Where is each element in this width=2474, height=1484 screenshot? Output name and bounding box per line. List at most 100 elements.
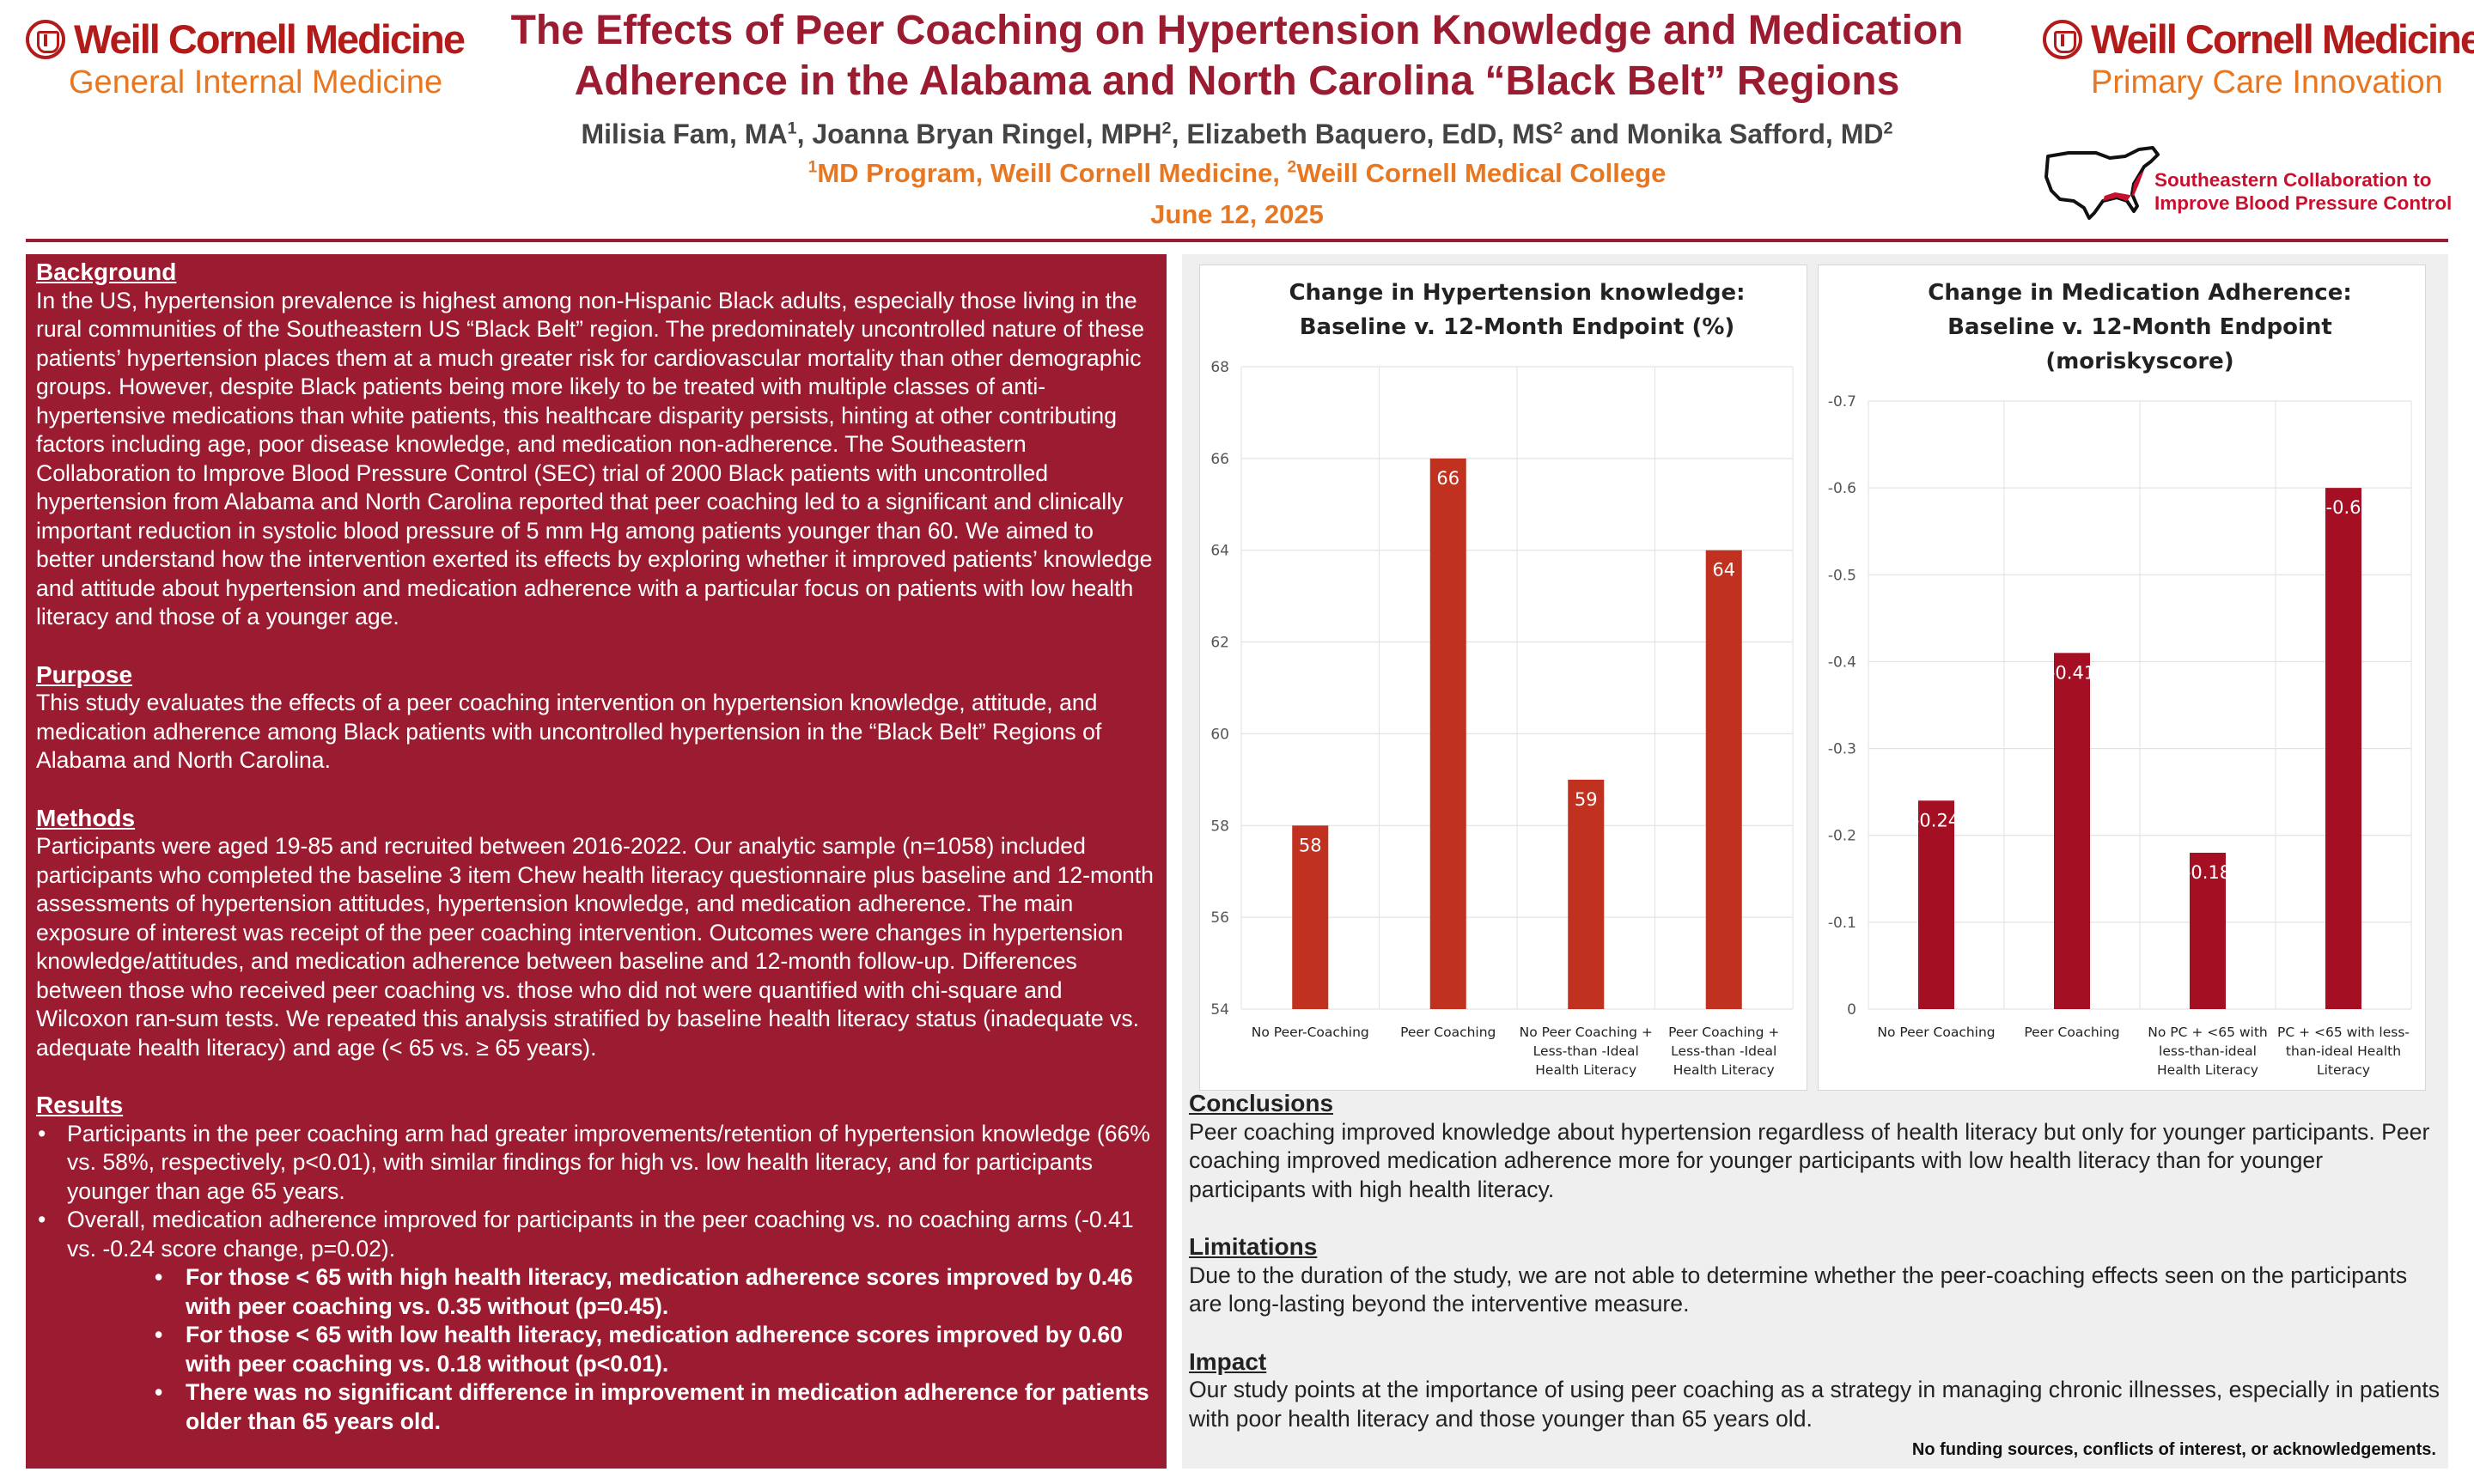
author-name: Milisia Fam, MA (581, 119, 788, 149)
results-heading: Results (36, 1092, 124, 1118)
y-tick-label: 64 (1210, 543, 1229, 560)
x-category-label: No Peer Coaching + (1520, 1025, 1653, 1040)
results-sublist: For those < 65 with high health literacy… (36, 1263, 1158, 1436)
knowledge-chart-svg: Change in Hypertension knowledge: Baselin… (1210, 280, 1794, 1078)
x-category-label: Peer Coaching (2024, 1025, 2119, 1040)
y-tick-label: -0.2 (1828, 828, 1856, 845)
bar (2190, 852, 2226, 1009)
y-tick-label: 54 (1210, 1001, 1229, 1019)
x-category-label: less-than-ideal (2159, 1043, 2257, 1059)
results-list: Participants in the peer coaching arm ha… (36, 1120, 1158, 1264)
y-tick-label: -0.6 (1828, 480, 1856, 497)
poster-title: The Effects of Peer Coaching on Hyperten… (481, 5, 1993, 106)
bar-data-label: 66 (1436, 468, 1459, 489)
bar-data-label: -0.18 (2185, 862, 2231, 883)
y-tick-label: -0.1 (1828, 915, 1856, 932)
methods-heading: Methods (36, 804, 136, 831)
x-category-label: Less-than -Ideal (1671, 1043, 1776, 1059)
bar (1292, 825, 1329, 1009)
bar-data-label: 59 (1575, 789, 1598, 810)
sec-logo: Southeastern Collaboration to Improve Bl… (2043, 144, 2464, 230)
x-category-label: No PC + <65 with (2148, 1025, 2268, 1040)
author-sup: 2 (1553, 119, 1563, 138)
y-tick-label: -0.3 (1828, 741, 1856, 758)
affiliations: 1MD Program, Weill Cornell Medicine, 2We… (481, 158, 1993, 189)
affil-text: Weill Cornell Medical College (1296, 158, 1667, 188)
bar-data-label: -0.24 (1913, 810, 1959, 830)
affil-text: MD Program, Weill Cornell Medicine, (817, 158, 1288, 188)
y-tick-label: -0.7 (1828, 393, 1856, 411)
cornell-seal-icon (26, 19, 65, 59)
y-tick-label: 0 (1847, 1001, 1856, 1019)
results-sub-bullet: There was no significant difference in i… (155, 1378, 1158, 1436)
cornell-seal-icon (2043, 19, 2082, 59)
x-category-label: No Peer-Coaching (1252, 1025, 1369, 1040)
author-sup: 2 (1883, 119, 1893, 138)
adherence-chart-svg: Change in Medication Adherence: Baseline … (1828, 280, 2412, 1078)
results-bullet: Participants in the peer coaching arm ha… (36, 1120, 1158, 1207)
x-category-label: Health Literacy (2157, 1062, 2258, 1078)
footnote: No funding sources, conflicts of interes… (1911, 1440, 2436, 1459)
x-category-label: PC + <65 with less- (2277, 1025, 2410, 1040)
author-sup: 1 (787, 119, 797, 138)
bar-data-label: -0.6 (2326, 497, 2361, 518)
y-tick-label: -0.4 (1828, 654, 1856, 671)
background-text: In the US, hypertension prevalence is hi… (36, 287, 1153, 630)
chart-title-line: Baseline v. 12-Month Endpoint (1947, 314, 2332, 340)
x-category-label: Peer Coaching (1400, 1025, 1496, 1040)
chart-title-line: Change in Hypertension knowledge: (1289, 280, 1745, 306)
bar (1568, 779, 1605, 1009)
y-tick-label: 60 (1210, 726, 1229, 743)
logo-brand: Weill Cornell Medicine (74, 16, 466, 62)
affil-sup: 1 (807, 158, 818, 177)
left-panel: Background In the US, hypertension preva… (26, 254, 1167, 1469)
sec-line-1: Southeastern Collaboration to (2154, 169, 2432, 191)
x-category-label: Health Literacy (1673, 1062, 1775, 1078)
author-name: Joanna Bryan Ringel, MPH (812, 119, 1162, 149)
author-sep: , (1171, 119, 1187, 149)
impact-text: Our study points at the importance of us… (1189, 1377, 2440, 1432)
logo-brand: Weill Cornell Medicine (2091, 16, 2474, 62)
author-sep: and (1563, 119, 1627, 149)
bar-data-label: 58 (1299, 835, 1322, 855)
adherence-chart: Change in Medication Adherence: Baseline … (1818, 265, 2426, 1091)
author-sep: , (796, 119, 813, 149)
title-line-2: Adherence in the Alabama and North Carol… (574, 58, 1900, 104)
y-tick-label: 62 (1210, 635, 1229, 652)
wcm-pci-logo: Weill Cornell Medicine Primary Care Inno… (2043, 15, 2474, 101)
x-category-label: Peer Coaching + (1668, 1025, 1779, 1040)
methods-text: Participants were aged 19-85 and recruit… (36, 833, 1154, 1061)
x-category-label: Less-than -Ideal (1533, 1043, 1639, 1059)
us-map-icon (2044, 146, 2160, 220)
author-sup: 2 (1161, 119, 1172, 138)
results-bullet: Overall, medication adherence improved f… (36, 1206, 1158, 1263)
conclusions-block: Conclusions Peer coaching improved knowl… (1189, 1089, 2443, 1433)
limitations-heading: Limitations (1189, 1233, 1318, 1260)
bar-data-label: 64 (1712, 560, 1735, 581)
results-sub-bullet: For those < 65 with high health literacy… (155, 1263, 1158, 1321)
impact-heading: Impact (1189, 1347, 1267, 1375)
results-sub-bullet: For those < 65 with low health literacy,… (155, 1321, 1158, 1378)
author-name: Elizabeth Baquero, EdD, MS (1186, 119, 1554, 149)
bar (1429, 458, 1466, 1009)
logo-subtitle: Primary Care Innovation (2091, 64, 2443, 100)
x-category-label: than-ideal Health (2286, 1043, 2401, 1059)
knowledge-chart: Change in Hypertension knowledge: Baselin… (1199, 265, 1807, 1091)
bar (2054, 653, 2090, 1009)
conclusions-heading: Conclusions (1189, 1090, 1334, 1116)
author-name: Monika Safford, MD (1626, 119, 1884, 149)
y-tick-label: 58 (1210, 818, 1229, 835)
author-list: Milisia Fam, MA1, Joanna Bryan Ringel, M… (481, 119, 1993, 150)
chart-title-line: (moriskyscore) (2045, 349, 2233, 374)
x-category-label: Literacy (2317, 1062, 2370, 1078)
x-category-label: Health Literacy (1535, 1062, 1636, 1078)
logo-subtitle: General Internal Medicine (69, 64, 443, 100)
chart-title-line: Change in Medication Adherence: (1928, 280, 2351, 306)
conclusions-text: Peer coaching improved knowledge about h… (1189, 1118, 2430, 1202)
wcm-gim-logo: Weill Cornell Medicine General Internal … (26, 15, 466, 101)
y-tick-label: 66 (1210, 451, 1229, 468)
purpose-text: This study evaluates the effects of a pe… (36, 690, 1102, 773)
x-category-label: No Peer Coaching (1877, 1025, 1995, 1040)
sec-line-2: Improve Blood Pressure Control (2154, 192, 2453, 214)
y-tick-label: -0.5 (1828, 567, 1856, 584)
